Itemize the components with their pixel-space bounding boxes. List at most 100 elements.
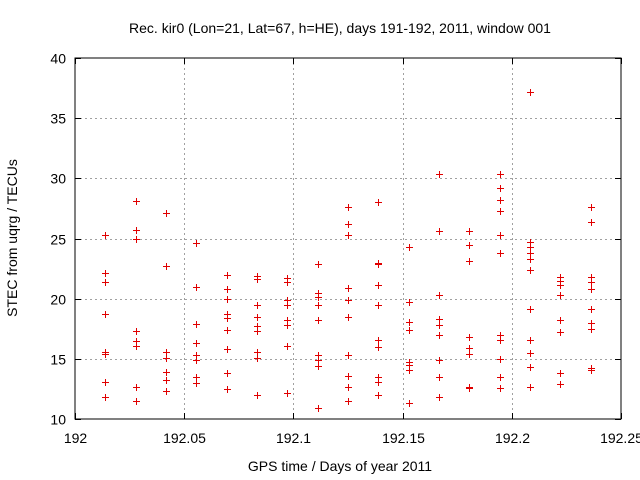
data-point bbox=[557, 282, 564, 289]
data-point bbox=[315, 294, 322, 301]
y-tick-label: 20 bbox=[50, 292, 66, 308]
data-point bbox=[406, 327, 413, 334]
data-point bbox=[588, 219, 595, 226]
data-point bbox=[163, 210, 170, 217]
data-point bbox=[436, 316, 443, 323]
data-point bbox=[163, 388, 170, 395]
data-point bbox=[588, 367, 595, 374]
data-point bbox=[345, 285, 352, 292]
data-point bbox=[497, 356, 504, 363]
data-point bbox=[224, 272, 231, 279]
x-tick-label: 192.25 bbox=[600, 430, 640, 446]
data-point bbox=[102, 279, 109, 286]
data-point bbox=[315, 317, 322, 324]
data-point bbox=[224, 327, 231, 334]
data-point bbox=[375, 302, 382, 309]
data-point bbox=[163, 377, 170, 384]
data-point bbox=[315, 302, 322, 309]
x-axis-label: GPS time / Days of year 2011 bbox=[248, 458, 432, 474]
data-point bbox=[345, 398, 352, 405]
data-point bbox=[102, 232, 109, 239]
data-point bbox=[436, 332, 443, 339]
data-point bbox=[102, 351, 109, 358]
data-point bbox=[406, 319, 413, 326]
data-point bbox=[315, 363, 322, 370]
data-point bbox=[133, 227, 140, 234]
data-point bbox=[406, 400, 413, 407]
data-point bbox=[224, 296, 231, 303]
data-point bbox=[315, 357, 322, 364]
data-point bbox=[254, 349, 261, 356]
data-point bbox=[436, 292, 443, 299]
data-point bbox=[193, 321, 200, 328]
data-point bbox=[193, 374, 200, 381]
data-point bbox=[527, 384, 534, 391]
data-point bbox=[375, 337, 382, 344]
data-point bbox=[527, 267, 534, 274]
data-point bbox=[375, 199, 382, 206]
data-point bbox=[254, 302, 261, 309]
data-point bbox=[193, 240, 200, 247]
y-tick-label: 35 bbox=[50, 111, 66, 127]
data-point bbox=[102, 311, 109, 318]
y-tick-label: 25 bbox=[50, 232, 66, 248]
data-point bbox=[345, 373, 352, 380]
data-point bbox=[466, 228, 473, 235]
data-point bbox=[527, 256, 534, 263]
data-point bbox=[527, 337, 534, 344]
data-point bbox=[497, 250, 504, 257]
data-point bbox=[527, 89, 534, 96]
data-point bbox=[224, 346, 231, 353]
data-point bbox=[375, 261, 382, 268]
data-point bbox=[284, 322, 291, 329]
y-tick-label: 40 bbox=[50, 51, 66, 67]
data-point bbox=[497, 185, 504, 192]
data-point bbox=[527, 306, 534, 313]
y-tick-label: 30 bbox=[50, 171, 66, 187]
data-point bbox=[466, 351, 473, 358]
data-point bbox=[436, 374, 443, 381]
data-point bbox=[315, 261, 322, 268]
data-point bbox=[436, 171, 443, 178]
data-point bbox=[345, 314, 352, 321]
data-point bbox=[315, 405, 322, 412]
data-point bbox=[527, 244, 534, 251]
data-point bbox=[102, 394, 109, 401]
data-point bbox=[163, 355, 170, 362]
data-point bbox=[254, 328, 261, 335]
data-point bbox=[254, 314, 261, 321]
data-point bbox=[436, 322, 443, 329]
data-point bbox=[375, 379, 382, 386]
data-point bbox=[588, 320, 595, 327]
data-point bbox=[193, 380, 200, 387]
data-point bbox=[497, 171, 504, 178]
data-point bbox=[345, 232, 352, 239]
data-point bbox=[224, 386, 231, 393]
data-point bbox=[254, 392, 261, 399]
data-point bbox=[406, 367, 413, 374]
data-point bbox=[345, 352, 352, 359]
data-point bbox=[497, 385, 504, 392]
data-point bbox=[133, 398, 140, 405]
data-point bbox=[557, 292, 564, 299]
data-point bbox=[406, 244, 413, 251]
data-point bbox=[224, 315, 231, 322]
data-point bbox=[163, 369, 170, 376]
data-point bbox=[588, 326, 595, 333]
data-point bbox=[133, 198, 140, 205]
data-point bbox=[497, 232, 504, 239]
data-point bbox=[466, 345, 473, 352]
data-point bbox=[557, 317, 564, 324]
data-point bbox=[527, 250, 534, 257]
x-tick-label: 192.1 bbox=[276, 430, 311, 446]
data-point bbox=[133, 236, 140, 243]
data-point bbox=[588, 204, 595, 211]
data-point bbox=[224, 286, 231, 293]
data-point bbox=[588, 279, 595, 286]
data-point bbox=[406, 299, 413, 306]
data-point bbox=[436, 357, 443, 364]
data-point bbox=[284, 302, 291, 309]
data-point bbox=[254, 355, 261, 362]
data-point bbox=[284, 343, 291, 350]
